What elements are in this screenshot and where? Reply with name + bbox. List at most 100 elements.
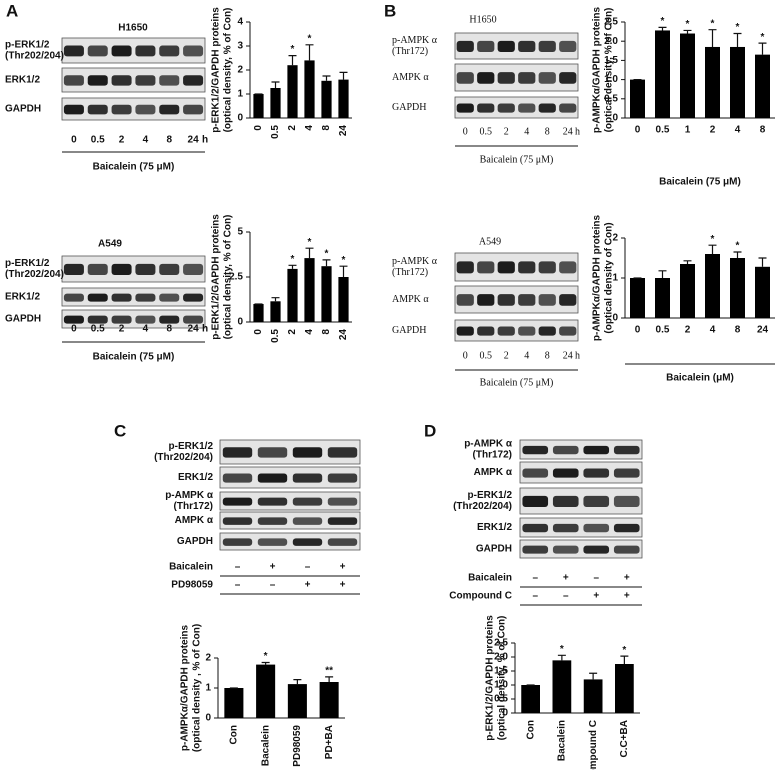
blot-row-label: p-AMPK α [392,256,438,267]
blot-band [135,45,156,57]
blot-row-label: ERK1/2 [5,292,40,303]
blot-strip [454,319,579,342]
y-tick-label: 3 [237,41,243,52]
x-tick-label: 24 [757,325,769,336]
bar [755,54,770,118]
blot-band [111,104,132,115]
y-axis-label: p-AMPKα/GAPDH proteins [592,6,603,133]
significance-mark: * [736,22,740,33]
lane-label: 24 [188,135,200,146]
lane-label: 0.5 [91,135,105,146]
blot-band [159,45,180,57]
bar [680,33,695,118]
blot-band [135,263,156,276]
x-tick-label: 0.5 [656,125,670,136]
blot-band [111,75,132,86]
lane-label: 0 [463,126,468,137]
lane-label: 0 [463,350,468,361]
blot-band [538,294,556,306]
error-bar [708,29,717,47]
treatment-sign: – [235,580,241,591]
bar [615,664,634,713]
blot-band [257,447,288,458]
blot-band [497,103,515,113]
blot-strip [219,466,361,489]
error-bar [620,655,629,664]
bar [304,60,315,118]
lane-label: 24 [188,324,200,335]
blot-band [613,523,640,533]
blot-band [552,495,579,508]
treatment-label: PD98059 [171,580,213,591]
significance-mark: * [736,241,740,252]
y-axis-label: p-ERK1/2/GAPDH proteins [211,7,222,133]
panel-label: D [424,421,436,440]
blot-row-label: (Thr202/204) [5,51,64,62]
blot-band [552,545,579,554]
treatment-sign: – [235,562,241,573]
bar [521,685,540,713]
x-tick-label: 1 [685,125,691,136]
x-tick-label: PD+BA [324,725,335,759]
x-tick-label: 0.5 [270,125,281,139]
significance-mark: ** [325,666,333,677]
blot-strip [219,511,361,530]
blot-band [497,72,515,84]
treatment-sign: + [624,591,630,602]
x-tick-label: 0 [253,125,264,131]
significance-mark: * [308,33,312,44]
error-bar [305,44,314,61]
blot-band [222,517,253,525]
blot-band [538,72,556,84]
x-tick-label: 2 [685,325,691,336]
blot-band [522,468,549,478]
blot-band [63,104,84,115]
error-bar [589,672,598,680]
blot-band [87,104,108,115]
x-tick-label: Bacalein [557,720,568,761]
blot-band [477,103,495,113]
treatment-sign: – [305,562,311,573]
blot-row-label: (Thr202/204) [453,501,512,512]
blot-band [522,523,549,533]
lane-label: 8 [545,350,550,361]
blot-band [159,104,180,115]
blot-strip [454,63,579,92]
blot-strip [219,491,361,511]
blot-row-label: GAPDH [5,104,41,115]
blot-row-label: (Thr172) [174,501,213,512]
blot-band [522,545,549,554]
lane-unit: h [575,350,580,361]
y-tick-label: 2 [612,233,618,244]
lane-label: 8 [166,324,172,335]
bar [304,258,315,322]
blot-row-label: (Thr172) [392,267,428,278]
y-tick-label: 0 [502,708,508,719]
lane-label: 0 [71,135,77,146]
x-tick-label: 8 [321,125,332,131]
bar [630,79,645,118]
blot-band [159,263,180,276]
treatment-sign: – [532,573,538,584]
blot-row-label: AMPK α [474,467,513,478]
lane-label: 4 [524,126,529,137]
blot-title: A549 [98,239,122,250]
blot-band [183,315,204,324]
blot-band [497,326,515,336]
error-bar [261,661,270,665]
treatment-label: Baicalein (75 μM) [93,352,175,363]
lane-label: 24 [563,350,573,361]
y-tick-label: 1 [612,273,618,284]
bar [270,301,281,322]
error-bar [708,244,717,254]
treatment-sign: – [532,591,538,602]
error-bar [683,260,692,264]
blot-band [613,468,640,478]
blot-row-label: p-AMPK α [464,439,513,450]
y-axis-label: (optical density, % of Con) [604,8,615,133]
bar [583,679,603,713]
error-bar [293,679,302,685]
x-axis-label: Baicalein (μM) [666,373,734,384]
blot-strip [454,96,579,119]
x-tick-label: 4 [304,329,315,335]
